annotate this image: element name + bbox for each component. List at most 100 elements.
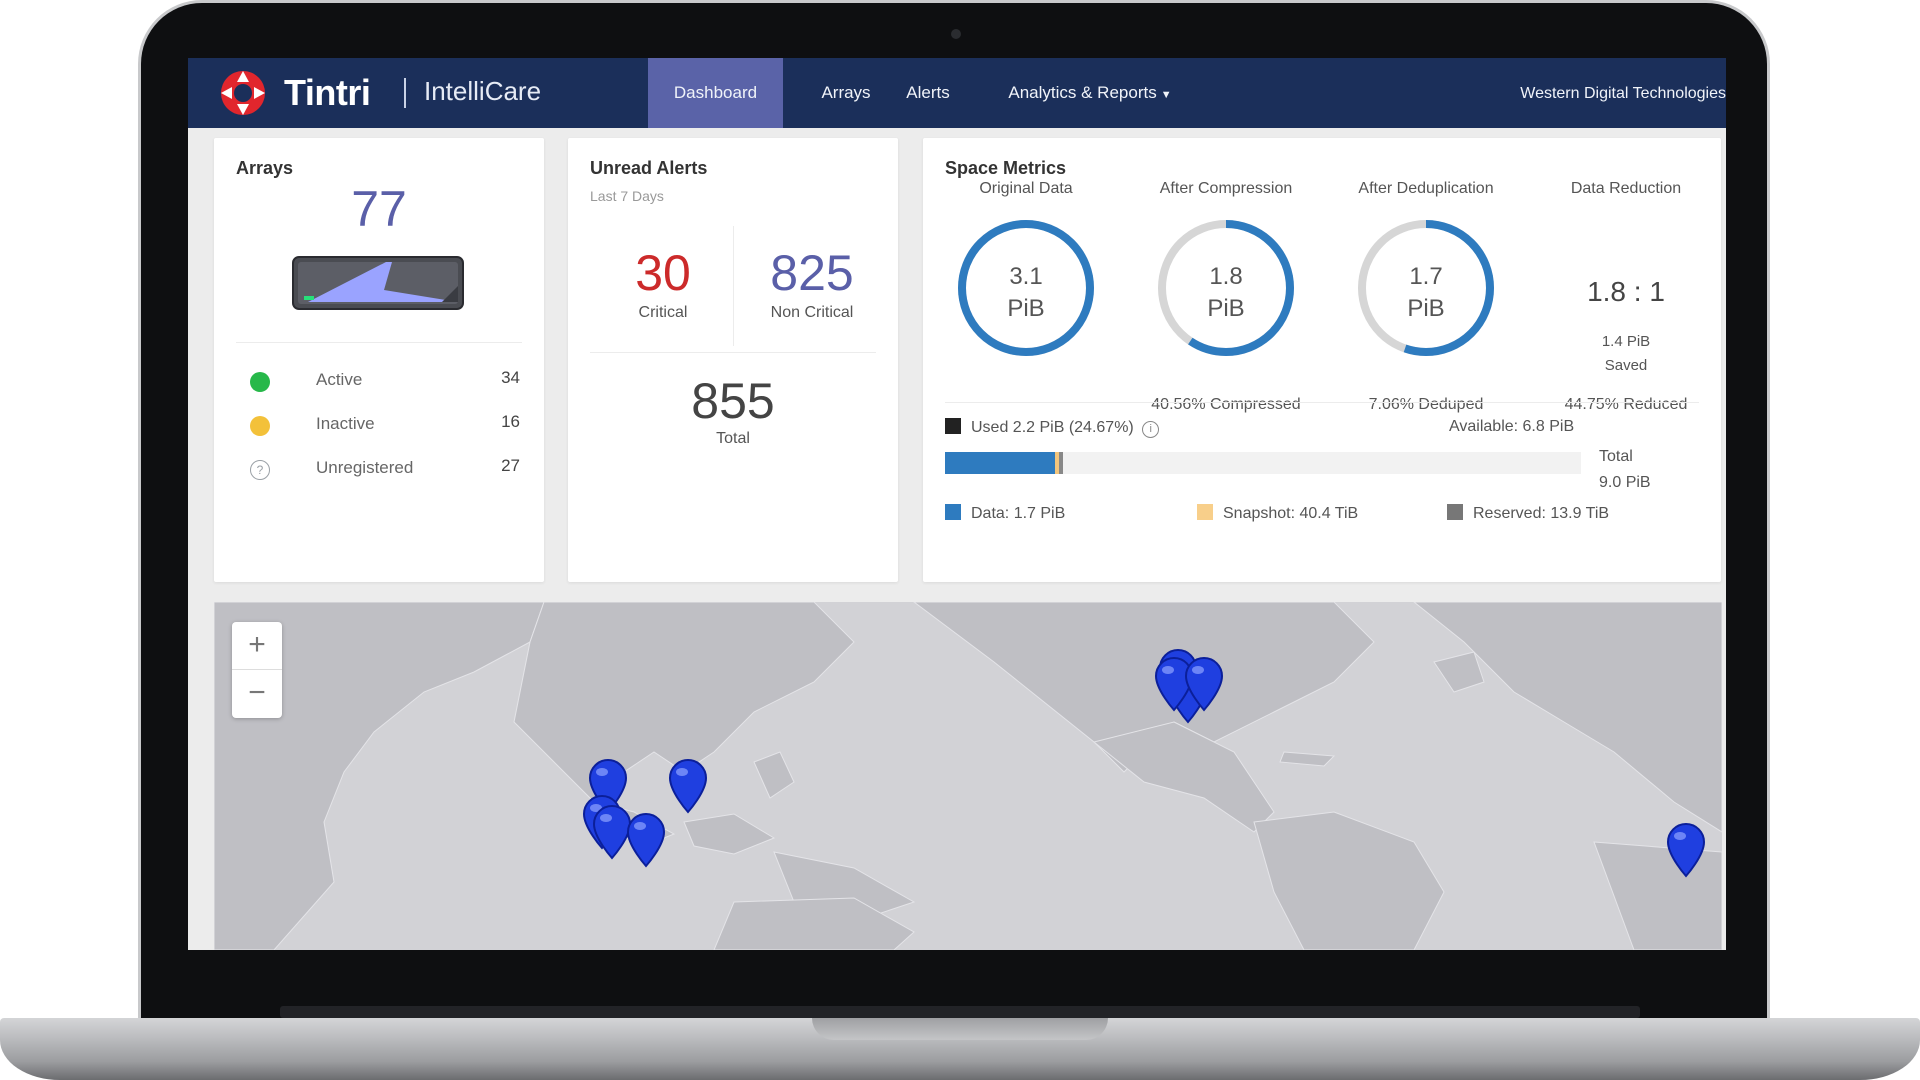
data-reduction-ratio: 1.8 : 1 — [1587, 276, 1665, 307]
capacity-used-fill — [945, 452, 1055, 474]
arrays-card: Arrays 77 Active 34 Inactive 16 ? Unregi… — [214, 138, 544, 582]
deduped-percentage: 7.06% Deduped — [1368, 396, 1484, 413]
active-count: 34 — [501, 368, 520, 387]
reserved-legend: Reserved: 13.9 TiB — [1447, 504, 1609, 523]
tenant-name[interactable]: Western Digital Technologies — [1520, 85, 1726, 102]
active-label: Active — [316, 370, 363, 389]
brand-name: Tintri — [284, 72, 371, 113]
after-deduplication-ring-arc — [1358, 220, 1494, 356]
inactive-status-icon — [250, 416, 270, 436]
non-critical-alerts-label: Non Critical — [770, 304, 854, 321]
saved-value: 1.4 PiB — [1601, 333, 1651, 350]
inactive-label: Inactive — [316, 414, 375, 433]
available-capacity: Available: 6.8 PiB — [1449, 418, 1575, 435]
reserved-legend-swatch — [1447, 504, 1463, 520]
snapshot-legend-label: Snapshot: 40.4 TiB — [1223, 505, 1359, 522]
space-metrics-card: Space Metrics Original Data 3.1 PiB Afte… — [923, 138, 1721, 582]
after-deduplication-value: 1.7 — [1409, 263, 1442, 290]
original-data-metric: Original Data 3.1 PiB — [931, 180, 1121, 356]
data-reduction-heading: Data Reduction — [1570, 180, 1682, 197]
product-name: IntelliCare — [424, 76, 542, 106]
alerts-card-title: Unread Alerts — [590, 158, 708, 178]
storage-array-icon — [292, 256, 464, 310]
after-compression-metric: After Compression 1.8 PiB 40.56% Compres… — [1131, 180, 1321, 413]
space-divider — [945, 402, 1699, 403]
nav-tab-analytics-label: Analytics & Reports — [1008, 83, 1157, 102]
inactive-count: 16 — [501, 412, 520, 431]
capacity-bar[interactable] — [945, 452, 1581, 474]
laptop-notch — [812, 1018, 1108, 1040]
zoom-out-button[interactable]: − — [248, 676, 266, 709]
used-legend-swatch — [945, 418, 961, 434]
brand-separator — [404, 78, 406, 108]
total-capacity-value: 9.0 PiB — [1599, 474, 1651, 491]
nav-tab-arrays[interactable]: Arrays — [821, 83, 871, 102]
after-deduplication-ring: 1.7 PiB — [1358, 220, 1494, 356]
after-compression-ring-arc — [1158, 220, 1294, 356]
after-compression-ring: 1.8 PiB — [1158, 220, 1294, 356]
app-screen: Tintri IntelliCare Dashboard Arrays Aler… — [188, 58, 1726, 950]
reduced-percentage: 44.75% Reduced — [1564, 396, 1688, 413]
total-capacity-label: Total — [1599, 448, 1633, 465]
unregistered-label: Unregistered — [316, 458, 414, 477]
saved-label: Saved — [1604, 357, 1648, 374]
nav-tab-analytics-reports[interactable]: Analytics & Reports ▼ — [990, 58, 1190, 128]
info-icon[interactable]: i — [1142, 421, 1160, 438]
arrays-card-title: Arrays — [236, 158, 294, 178]
original-data-ring: 3.1 PiB — [958, 220, 1094, 356]
active-status-icon — [250, 372, 270, 392]
after-compression-unit: PiB — [1207, 295, 1244, 322]
data-legend: Data: 1.7 PiB — [945, 504, 1065, 523]
unregistered-count: 27 — [501, 456, 520, 475]
map-pin-icon[interactable] — [590, 804, 634, 860]
original-data-heading: Original Data — [979, 180, 1073, 197]
map-pin-icon[interactable] — [624, 812, 668, 868]
arrays-status-unregistered[interactable]: ? Unregistered 27 — [250, 454, 520, 484]
unread-alerts-card: Unread Alerts Last 7 Days 30 Critical 82… — [568, 138, 898, 582]
map-landmasses — [214, 602, 1722, 950]
arrays-total-count[interactable]: 77 — [351, 181, 407, 237]
critical-alerts-label: Critical — [638, 304, 688, 321]
map-pin-icon[interactable] — [1664, 822, 1708, 878]
total-alerts-label: Total — [716, 430, 750, 447]
arrays-status-inactive[interactable]: Inactive 16 — [250, 410, 520, 440]
capacity-snapshot-fill — [1054, 452, 1059, 474]
map-pin-icon[interactable] — [1152, 656, 1196, 712]
non-critical-alerts-count[interactable]: 825 — [770, 245, 854, 301]
reserved-legend-label: Reserved: 13.9 TiB — [1473, 505, 1610, 522]
top-navigation-bar: Tintri IntelliCare Dashboard Arrays Aler… — [188, 58, 1726, 128]
bezel-bottom-strip — [280, 1006, 1640, 1018]
webcam — [951, 29, 961, 39]
tintri-logo-icon[interactable] — [218, 68, 268, 118]
original-data-ring-arc — [958, 220, 1094, 356]
nav-tab-dashboard[interactable]: Dashboard — [648, 58, 783, 128]
after-compression-value: 1.8 — [1209, 263, 1242, 290]
data-reduction-saved: 1.4 PiB Saved — [1531, 330, 1721, 378]
map-zoom-control: + − — [232, 622, 282, 718]
zoom-in-button[interactable]: + — [232, 622, 282, 670]
capacity-reserved-fill — [1058, 452, 1063, 474]
data-reduction-metric: Data Reduction 1.8 : 1 1.4 PiB Saved 44.… — [1531, 180, 1721, 413]
alerts-vertical-divider — [733, 226, 734, 346]
critical-alerts-count[interactable]: 30 — [635, 245, 691, 301]
alerts-period: Last 7 Days — [590, 188, 664, 204]
compressed-percentage: 40.56% Compressed — [1151, 396, 1301, 413]
world-map[interactable]: + − — [214, 602, 1722, 950]
nav-tab-alerts[interactable]: Alerts — [906, 83, 950, 102]
after-deduplication-heading: After Deduplication — [1358, 180, 1494, 197]
total-alerts-count[interactable]: 855 — [691, 373, 775, 429]
data-legend-label: Data: 1.7 PiB — [971, 505, 1066, 522]
after-compression-heading: After Compression — [1159, 180, 1293, 197]
original-data-unit: PiB — [1007, 295, 1044, 322]
alerts-divider — [590, 352, 876, 353]
map-pin-icon[interactable] — [1182, 656, 1226, 712]
arrays-status-active[interactable]: Active 34 — [250, 366, 520, 396]
original-data-value: 3.1 — [1009, 263, 1042, 290]
after-deduplication-metric: After Deduplication 1.7 PiB 7.06% Dedupe… — [1331, 180, 1521, 413]
map-pin-icon[interactable] — [666, 758, 710, 814]
snapshot-legend-swatch — [1197, 504, 1213, 520]
arrays-divider — [236, 342, 522, 343]
space-card-title: Space Metrics — [945, 158, 1067, 178]
after-deduplication-unit: PiB — [1407, 295, 1444, 322]
used-capacity: Used 2.2 PiB (24.67%) i — [945, 418, 1160, 438]
